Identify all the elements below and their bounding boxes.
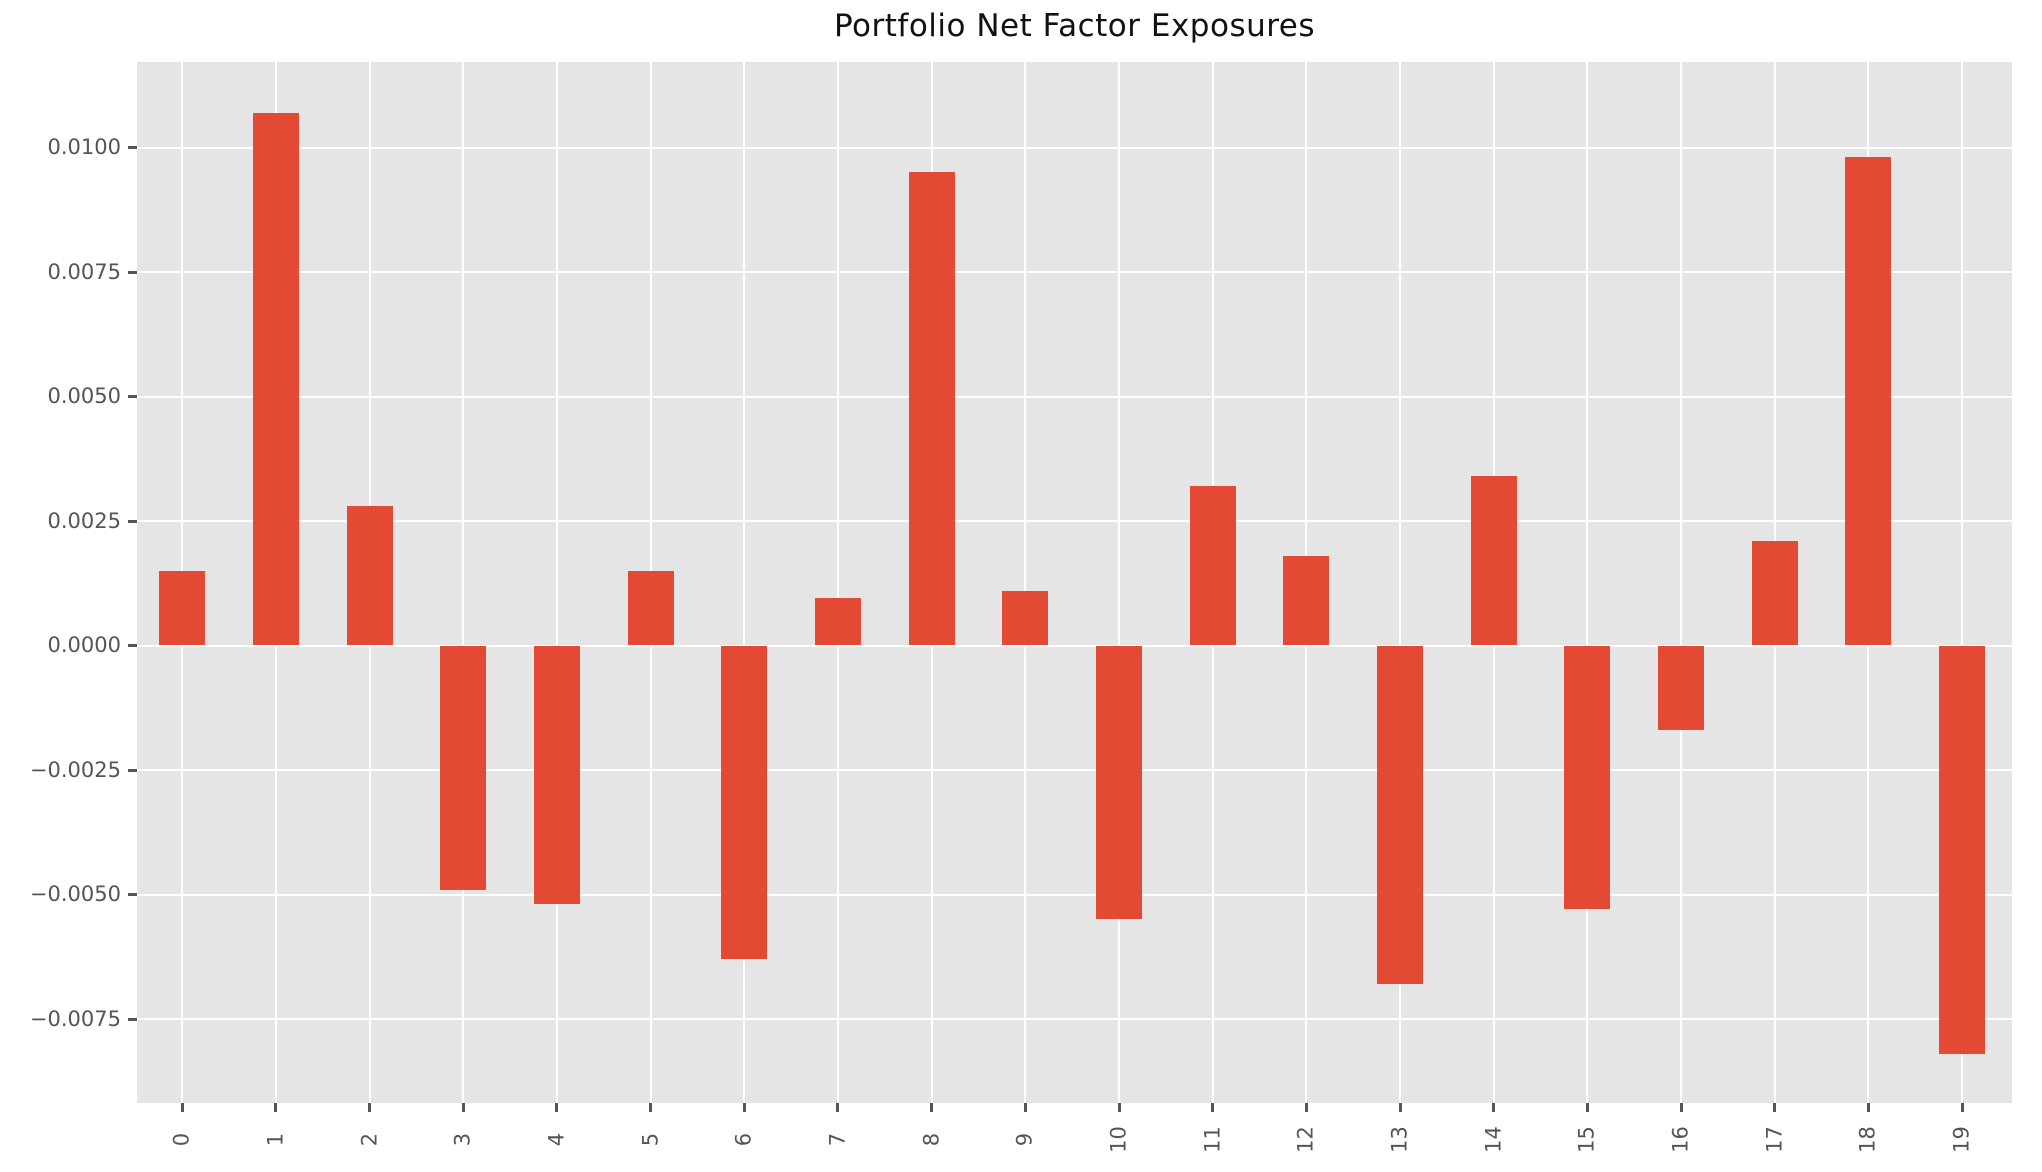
x-tick-label: 11 (1200, 1126, 1225, 1153)
x-tick-label: 16 (1668, 1126, 1693, 1153)
bar-16 (1658, 645, 1705, 731)
x-tick-label: 2 (357, 1132, 382, 1147)
x-tick-label: 18 (1855, 1126, 1880, 1153)
x-tick-mark (1398, 1103, 1402, 1112)
y-tick-mark (128, 519, 137, 523)
y-tick-label: 0.0000 (47, 633, 121, 657)
x-tick-label: 3 (450, 1132, 475, 1147)
y-tick-label: −0.0025 (29, 757, 121, 782)
x-tick-label: 14 (1481, 1126, 1506, 1153)
x-tick-label: 10 (1106, 1126, 1131, 1153)
x-tick-label: 19 (1949, 1126, 1974, 1153)
x-tick-mark (1679, 1103, 1683, 1112)
y-tick-label: −0.0075 (29, 1006, 121, 1031)
x-tick-label: 15 (1574, 1126, 1599, 1153)
x-tick-mark (930, 1103, 934, 1112)
bar-12 (1283, 555, 1330, 646)
x-tick-label: 5 (638, 1132, 663, 1147)
bar-9 (1002, 590, 1049, 646)
x-tick-label: 0 (169, 1132, 194, 1147)
x-tick-mark (1585, 1103, 1589, 1112)
x-tick-mark (1304, 1103, 1308, 1112)
v-gridline (743, 62, 746, 1103)
h-gridline (137, 769, 2012, 771)
y-tick-mark (128, 644, 137, 647)
h-gridline (137, 644, 2012, 647)
v-gridline (1586, 62, 1589, 1103)
h-gridline (137, 395, 2012, 398)
bar-19 (1939, 645, 1986, 1054)
chart-title: Portfolio Net Factor Exposures (833, 8, 1316, 44)
h-gridline (137, 271, 2012, 273)
bar-14 (1470, 476, 1517, 646)
x-tick-mark (1492, 1103, 1496, 1112)
x-tick-mark (1866, 1103, 1870, 1112)
bar-1 (252, 112, 299, 646)
x-tick-mark (555, 1103, 559, 1112)
h-gridline (137, 1018, 2012, 1020)
bar-11 (1189, 486, 1236, 646)
bar-6 (721, 645, 768, 960)
bar-17 (1751, 540, 1798, 646)
y-tick-mark (128, 768, 137, 772)
bar-15 (1564, 645, 1611, 910)
x-tick-mark (742, 1103, 746, 1112)
v-gridline (1024, 62, 1027, 1103)
x-tick-mark (368, 1103, 372, 1112)
bar-13 (1377, 645, 1423, 985)
y-tick-mark (128, 146, 137, 149)
bar-3 (440, 645, 487, 890)
v-gridline (1399, 62, 1401, 1103)
y-tick-mark (128, 395, 137, 398)
h-gridline (137, 520, 2012, 522)
y-tick-label: 0.0075 (47, 259, 121, 284)
h-gridline (137, 146, 2012, 149)
x-tick-label: 6 (731, 1132, 756, 1147)
x-tick-label: 13 (1387, 1126, 1412, 1153)
x-tick-label: 8 (919, 1132, 944, 1147)
bar-5 (627, 570, 674, 646)
x-tick-mark (836, 1103, 840, 1112)
x-tick-label: 4 (544, 1132, 569, 1147)
v-gridline (836, 62, 839, 1103)
x-tick-label: 1 (263, 1132, 288, 1147)
x-tick-mark (1211, 1103, 1215, 1112)
x-tick-mark (1773, 1103, 1777, 1112)
y-tick-label: 0.0025 (47, 508, 121, 533)
x-tick-label: 9 (1012, 1132, 1037, 1147)
x-tick-mark (180, 1103, 184, 1112)
bar-2 (346, 506, 393, 646)
x-tick-mark (1960, 1103, 1964, 1112)
y-tick-mark (128, 893, 137, 896)
plot-area (137, 62, 2012, 1103)
bar-8 (908, 172, 955, 646)
x-tick-label: 7 (825, 1132, 850, 1147)
y-tick-mark (128, 1017, 137, 1021)
h-gridline (137, 893, 2012, 896)
v-gridline (1680, 62, 1683, 1103)
y-tick-label: 0.0050 (47, 384, 121, 408)
v-gridline (555, 62, 558, 1103)
bar-4 (533, 645, 580, 905)
x-tick-mark (649, 1103, 653, 1112)
x-tick-mark (461, 1103, 465, 1112)
y-tick-label: 0.0100 (47, 135, 121, 159)
v-gridline (1118, 62, 1120, 1103)
y-tick-label: −0.0050 (29, 882, 121, 906)
x-tick-mark (1023, 1103, 1027, 1112)
v-gridline (1961, 62, 1964, 1103)
x-tick-label: 12 (1293, 1126, 1318, 1153)
bar-7 (814, 598, 861, 646)
x-tick-label: 17 (1762, 1126, 1787, 1153)
v-gridline (462, 62, 465, 1103)
x-tick-mark (274, 1103, 278, 1112)
y-tick-mark (128, 270, 137, 274)
bar-10 (1096, 645, 1142, 920)
bar-0 (159, 570, 206, 646)
bar-18 (1845, 157, 1892, 646)
x-tick-mark (1117, 1103, 1121, 1112)
